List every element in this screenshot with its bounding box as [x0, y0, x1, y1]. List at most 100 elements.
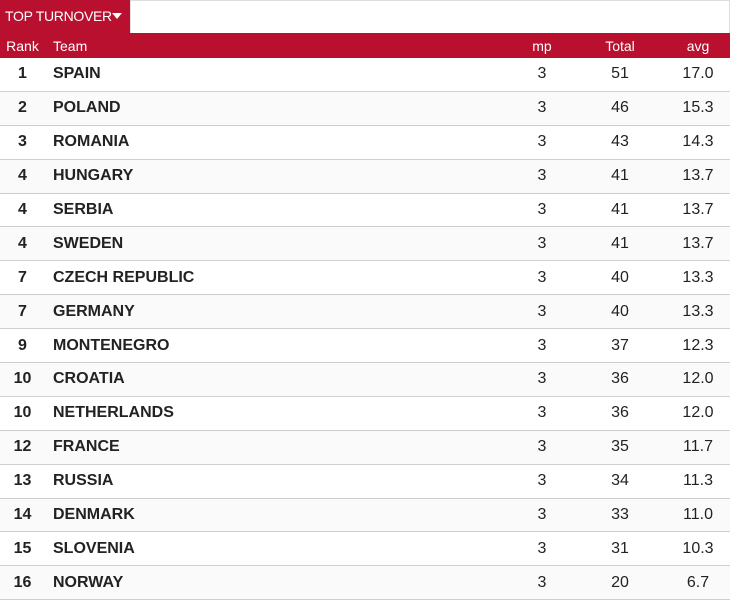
- caret-icon: [112, 13, 122, 19]
- column-header: Team: [53, 37, 88, 54]
- total-cell: 35: [611, 438, 629, 456]
- rank-cell: 4: [18, 234, 27, 252]
- average-cell: 13.7: [682, 201, 714, 218]
- total-cell: 41: [611, 201, 629, 218]
- header-row: Rank Team mp Total avg: [0, 33, 730, 58]
- total-cell: 36: [611, 370, 629, 388]
- team-cell: SPAIN: [53, 65, 101, 83]
- total-cell: 46: [611, 99, 629, 117]
- tab-label: TOP TURNOVER: [5, 8, 112, 24]
- total-cell: 51: [611, 65, 629, 83]
- team-cell: DENMARK: [53, 506, 135, 524]
- team-cell: NORWAY: [53, 573, 124, 591]
- table-row: 1 SPAIN 3 51 17.0: [0, 58, 730, 92]
- team-cell: NETHERLANDS: [53, 404, 174, 422]
- table-row: 10 CROATIA 3 36 12.0: [0, 363, 730, 397]
- team-cell: SLOVENIA: [53, 539, 135, 557]
- stats-table: Rank Team mp Total avg 1 SPAIN 3 51 17.0 2 POLAND 3 4…: [0, 33, 730, 600]
- average-cell: 17.0: [682, 65, 714, 83]
- matches-played-cell: 3: [537, 167, 547, 185]
- matches-played-cell: 3: [537, 573, 547, 591]
- rank-cell: 2: [18, 99, 27, 117]
- average-cell: 13.7: [682, 234, 714, 252]
- matches-played-cell: 3: [537, 472, 547, 490]
- team-cell: HUNGARY: [53, 167, 134, 185]
- total-cell: 33: [611, 506, 629, 524]
- average-cell: 12.3: [682, 336, 714, 354]
- total-cell: 43: [611, 133, 629, 151]
- rank-cell: 13: [13, 472, 32, 490]
- average-cell: 6.7: [686, 573, 710, 591]
- average-cell: 13.7: [682, 167, 714, 185]
- table-row: 4 SWEDEN 3 41 13.7: [0, 227, 730, 262]
- table-row: 16 NORWAY 3 20 6.7: [0, 566, 730, 600]
- rank-cell: 4: [18, 167, 27, 185]
- matches-played-cell: 3: [537, 506, 547, 524]
- matches-played-cell: 3: [537, 370, 547, 388]
- column-header: mp: [532, 37, 552, 54]
- table-row: 7 GERMANY 3 40 13.3: [0, 295, 730, 330]
- total-cell: 41: [611, 234, 629, 252]
- team-cell: MONTENEGRO: [53, 336, 170, 354]
- table-row: 15 SLOVENIA 3 31 10.3: [0, 532, 730, 567]
- rank-cell: 7: [18, 302, 27, 320]
- average-cell: 14.3: [682, 133, 714, 151]
- table-row: 7 CZECH REPUBLIC 3 40 13.3: [0, 261, 730, 296]
- team-cell: GERMANY: [53, 302, 135, 320]
- average-cell: 11.7: [683, 438, 713, 456]
- team-cell: POLAND: [53, 99, 121, 117]
- rank-cell: 7: [18, 268, 27, 286]
- matches-played-cell: 3: [537, 539, 547, 557]
- team-cell: CZECH REPUBLIC: [53, 268, 195, 286]
- average-cell: 13.3: [682, 302, 714, 320]
- rank-cell: 4: [18, 201, 27, 218]
- matches-played-cell: 3: [537, 404, 547, 422]
- rank-cell: 1: [18, 65, 27, 83]
- average-cell: 11.3: [683, 472, 713, 490]
- matches-played-cell: 3: [537, 133, 547, 151]
- matches-played-cell: 3: [537, 336, 547, 354]
- total-cell: 34: [611, 472, 629, 490]
- matches-played-cell: 3: [537, 302, 547, 320]
- table-row: 9 MONTENEGRO 3 37 12.3: [0, 329, 730, 364]
- team-cell: SWEDEN: [53, 234, 124, 252]
- rank-cell: 10: [13, 404, 32, 422]
- team-cell: ROMANIA: [53, 133, 130, 151]
- table-row: 4 SERBIA 3 41 13.7: [0, 194, 730, 228]
- table-row: 3 ROMANIA 3 43 14.3: [0, 126, 730, 160]
- matches-played-cell: 3: [537, 438, 547, 456]
- average-cell: 12.0: [682, 370, 714, 388]
- total-cell: 40: [611, 302, 629, 320]
- tab-bar: [130, 0, 730, 33]
- table-row: 10 NETHERLANDS 3 36 12.0: [0, 397, 730, 431]
- team-cell: CROATIA: [53, 370, 125, 388]
- matches-played-cell: 3: [537, 65, 547, 83]
- column-header: Total: [605, 37, 635, 54]
- column-header: avg: [686, 37, 710, 54]
- matches-played-cell: 3: [537, 268, 547, 286]
- average-cell: 10.3: [682, 539, 714, 557]
- total-cell: 31: [611, 539, 629, 557]
- rank-cell: 16: [13, 573, 32, 591]
- team-cell: SERBIA: [53, 201, 114, 218]
- rank-cell: 15: [13, 539, 32, 557]
- average-cell: 11.0: [683, 506, 713, 524]
- total-cell: 36: [611, 404, 629, 422]
- matches-played-cell: 3: [537, 234, 547, 252]
- average-cell: 13.3: [682, 268, 714, 286]
- rank-cell: 9: [18, 336, 27, 354]
- total-cell: 20: [611, 573, 629, 591]
- table-row: 12 FRANCE 3 35 11.7: [0, 430, 730, 465]
- team-cell: FRANCE: [53, 438, 120, 456]
- rank-cell: 3: [18, 133, 27, 151]
- table-row: 14 DENMARK 3 33 11.0: [0, 498, 730, 533]
- column-header: Rank: [6, 37, 39, 54]
- total-cell: 37: [611, 336, 629, 354]
- rank-cell: 12: [13, 438, 32, 456]
- table-row: 2 POLAND 3 46 15.3: [0, 91, 730, 126]
- rank-cell: 14: [13, 506, 32, 524]
- table-row: 4 HUNGARY 3 41 13.7: [0, 159, 730, 194]
- dropdown-tab[interactable]: TOP TURNOVER: [0, 0, 130, 33]
- matches-played-cell: 3: [537, 201, 547, 218]
